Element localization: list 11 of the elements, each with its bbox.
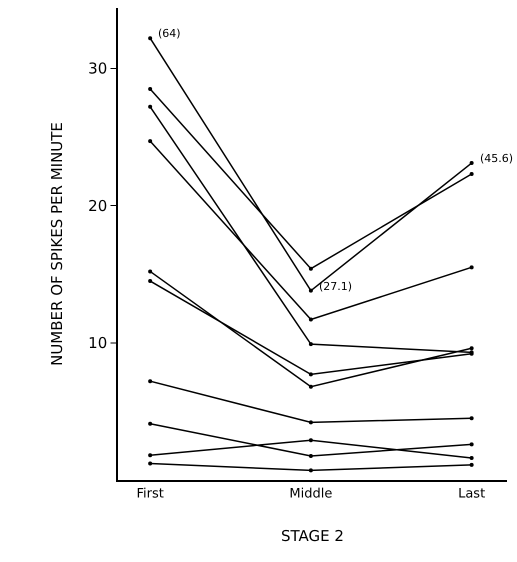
annotation: (27.1) [319,280,352,293]
y-axis-title: NUMBER OF SPIKES PER MINUTE [48,122,66,366]
x-tick-label: First [136,486,164,502]
annotation: (45.6) [480,152,514,165]
annotation: (64) [158,27,181,40]
x-tick-label: Middle [289,486,332,502]
y-tick-label: 30 [88,60,108,78]
y-tick-label: 10 [88,334,108,352]
y-tick-label: 20 [88,196,108,215]
x-axis-title: STAGE 2 [281,526,344,545]
x-tick-label: Last [458,486,486,502]
